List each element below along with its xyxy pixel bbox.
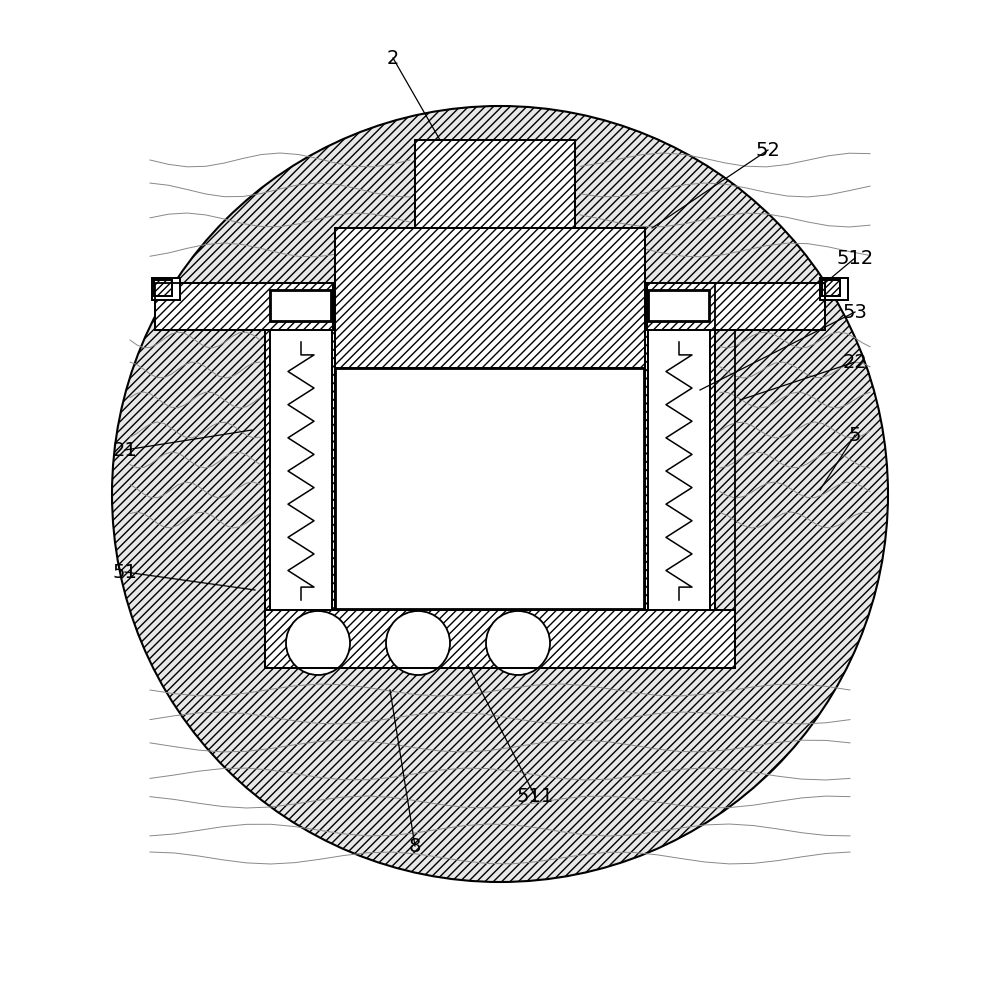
Bar (335, 228, 645, 368)
Bar (335, 228, 645, 368)
Bar (647, 283, 825, 330)
Bar (648, 330, 710, 610)
Bar (154, 280, 172, 296)
Text: 21: 21 (113, 441, 137, 459)
Circle shape (112, 106, 888, 882)
Bar (415, 140, 575, 228)
Text: 51: 51 (113, 562, 137, 582)
Bar (335, 228, 645, 368)
Bar (155, 283, 333, 330)
Bar (265, 330, 335, 610)
Circle shape (286, 611, 350, 675)
Bar (649, 291, 709, 321)
Bar (265, 330, 335, 610)
Bar (822, 280, 840, 296)
Bar (155, 283, 333, 330)
Bar (270, 330, 332, 610)
Bar (336, 369, 644, 609)
Bar (152, 278, 180, 300)
Circle shape (486, 611, 550, 675)
Bar (154, 280, 172, 296)
Text: 511: 511 (516, 786, 554, 805)
Bar (648, 338, 710, 608)
Bar (152, 278, 180, 300)
Text: 5: 5 (849, 426, 861, 445)
Bar (820, 278, 848, 300)
Text: 512: 512 (836, 249, 874, 268)
Text: 52: 52 (756, 140, 780, 159)
Text: 22: 22 (843, 353, 867, 371)
Bar (335, 228, 645, 368)
Bar (415, 140, 575, 228)
Bar (270, 290, 332, 322)
Text: 2: 2 (387, 48, 399, 67)
Bar (335, 368, 645, 610)
Bar (335, 368, 645, 610)
Bar (645, 330, 715, 610)
Circle shape (386, 611, 450, 675)
Bar (648, 330, 710, 610)
Text: 53: 53 (843, 302, 867, 321)
Bar (647, 283, 825, 330)
Bar (645, 330, 715, 610)
Bar (820, 278, 848, 300)
Bar (265, 610, 735, 668)
Bar (335, 368, 645, 610)
Bar (265, 610, 735, 668)
Text: 8: 8 (409, 837, 421, 856)
Bar (822, 280, 840, 296)
Bar (270, 338, 332, 608)
Bar (270, 330, 332, 610)
Bar (271, 291, 331, 321)
Bar (648, 290, 710, 322)
